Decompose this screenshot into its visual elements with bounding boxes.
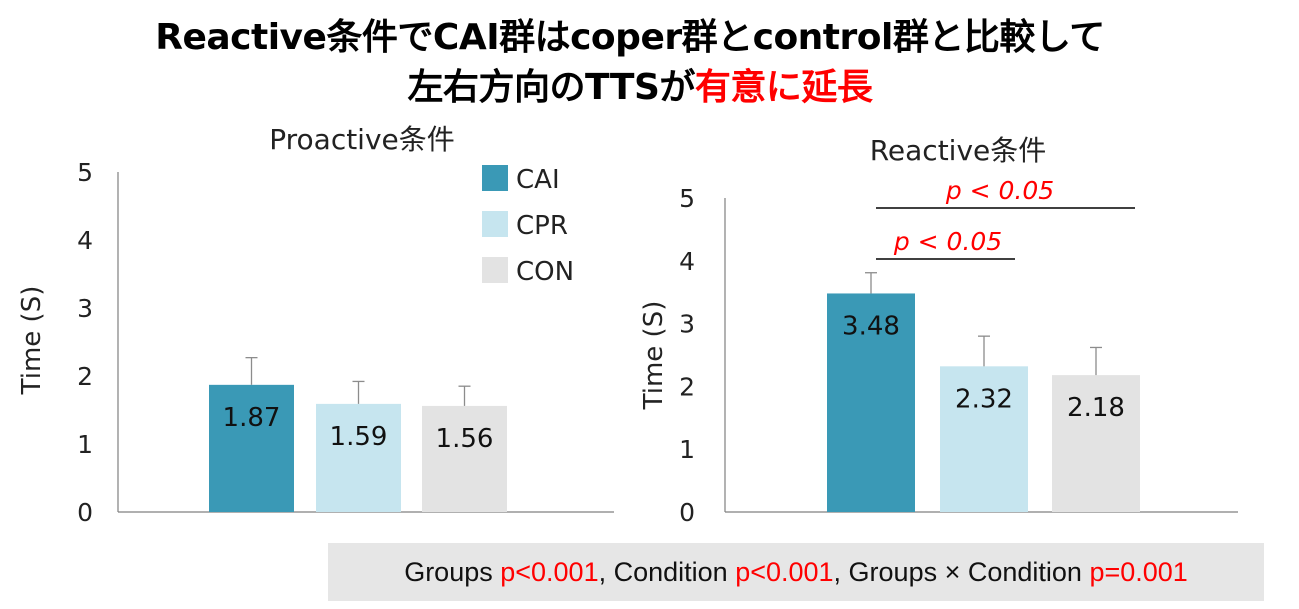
y-axis-label: Time (S) bbox=[639, 301, 669, 411]
significance-label: p < 0.05 bbox=[893, 227, 1002, 256]
legend-label-cpr: CPR bbox=[516, 211, 568, 241]
bar-value-label: 1.56 bbox=[436, 424, 494, 454]
footer-interaction-label: , Groups × Condition bbox=[833, 557, 1090, 587]
bar-cpr bbox=[316, 403, 401, 512]
slide-title-line2: 左右方向のTTSが有意に延長 bbox=[10, 58, 1270, 110]
y-tick-label: 2 bbox=[679, 372, 695, 401]
bar-cai bbox=[827, 293, 915, 512]
slide-title-line1: Reactive条件でCAI群はcoper群とcontrol群と比較して bbox=[155, 17, 1105, 58]
y-axis-label: Time (S) bbox=[17, 286, 47, 396]
y-tick-label: 5 bbox=[77, 158, 93, 187]
bar-value-label: 2.18 bbox=[1067, 393, 1125, 423]
y-tick-label: 1 bbox=[679, 435, 695, 464]
statistics-footer: Groups p<0.001, Condition p<0.001, Group… bbox=[328, 543, 1264, 601]
footer-interaction-p: p=0.001 bbox=[1089, 557, 1188, 587]
legend-label-con: CON bbox=[516, 257, 574, 287]
y-tick-label: 0 bbox=[679, 498, 695, 527]
legend-swatch-cai bbox=[482, 165, 508, 191]
footer-condition-p: p<0.001 bbox=[735, 557, 834, 587]
chart-title: Proactive条件 bbox=[269, 123, 455, 156]
y-tick-label: 1 bbox=[77, 430, 93, 459]
bar-cpr bbox=[940, 366, 1028, 512]
y-tick-label: 0 bbox=[77, 498, 93, 527]
bar-con bbox=[422, 405, 507, 512]
legend-label-cai: CAI bbox=[516, 165, 560, 195]
footer-groups-p: p<0.001 bbox=[500, 557, 599, 587]
y-tick-label: 4 bbox=[679, 247, 695, 276]
title-prefix: 左右方向のTTSが bbox=[407, 67, 696, 108]
significance-label: p < 0.05 bbox=[945, 176, 1054, 205]
bar-value-label: 1.59 bbox=[330, 422, 388, 452]
title-highlight: 有意に延長 bbox=[694, 67, 873, 108]
footer-groups-label: Groups bbox=[404, 557, 501, 587]
y-tick-label: 4 bbox=[77, 226, 93, 255]
bar-con bbox=[1052, 375, 1140, 512]
y-tick-label: 3 bbox=[77, 294, 93, 323]
y-tick-label: 3 bbox=[679, 310, 695, 339]
y-tick-label: 2 bbox=[77, 362, 93, 391]
bar-value-label: 1.87 bbox=[223, 403, 281, 433]
bar-value-label: 3.48 bbox=[842, 311, 900, 341]
y-tick-label: 5 bbox=[679, 184, 695, 213]
chart-title: Reactive条件 bbox=[870, 134, 1047, 167]
bar-value-label: 2.32 bbox=[955, 384, 1013, 414]
legend-swatch-cpr bbox=[482, 211, 508, 237]
footer-condition-label: , Condition bbox=[598, 557, 736, 587]
legend-swatch-con bbox=[482, 257, 508, 283]
bar-cai bbox=[209, 384, 294, 512]
